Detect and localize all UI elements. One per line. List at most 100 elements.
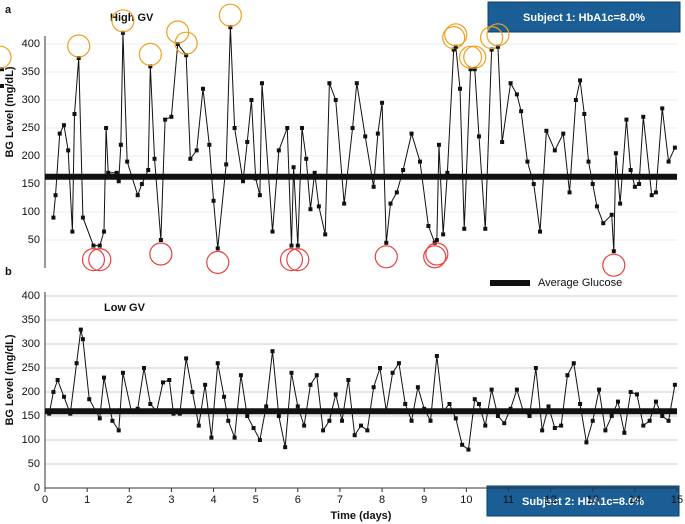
data-point	[422, 406, 427, 411]
x-tick-label: 6	[295, 494, 301, 506]
data-point	[489, 47, 494, 52]
data-point	[120, 30, 125, 35]
data-point	[158, 238, 163, 242]
data-point	[184, 53, 189, 58]
data-point	[371, 385, 376, 390]
panel-title: Low GV	[104, 302, 146, 314]
data-point	[616, 399, 621, 404]
data-point	[476, 402, 481, 406]
data-point	[472, 397, 477, 402]
data-point	[571, 361, 576, 366]
data-point	[401, 168, 406, 172]
data-point	[285, 126, 290, 130]
data-point	[196, 423, 201, 428]
data-point	[264, 404, 269, 409]
data-point	[177, 411, 182, 416]
data-point	[622, 430, 627, 435]
x-tick-label: 3	[168, 494, 174, 506]
data-point	[283, 445, 288, 450]
data-point	[445, 170, 450, 175]
data-point	[232, 126, 237, 130]
data-point	[91, 243, 96, 248]
data-point	[160, 380, 165, 385]
data-point	[660, 106, 665, 111]
data-point	[594, 204, 599, 209]
data-point	[228, 25, 233, 30]
data-point	[483, 226, 488, 231]
data-point	[584, 440, 589, 445]
data-point	[184, 356, 189, 361]
high-marker	[218, 3, 242, 27]
data-point	[415, 385, 420, 390]
y-tick-label: 0	[34, 482, 40, 494]
data-point	[578, 402, 583, 406]
data-point	[533, 366, 538, 370]
data-point	[171, 411, 176, 416]
data-point	[72, 112, 77, 116]
data-point	[139, 182, 144, 186]
high-marker	[486, 23, 510, 47]
data-point	[226, 418, 231, 423]
low-marker	[286, 248, 310, 272]
data-point	[53, 193, 58, 198]
data-point	[70, 229, 75, 234]
data-point	[453, 44, 458, 49]
data-point	[354, 81, 359, 86]
data-point	[129, 409, 134, 414]
data-point	[314, 373, 319, 378]
subject-box	[486, 485, 680, 517]
data-point	[628, 390, 633, 394]
data-point	[241, 179, 246, 184]
data-point	[175, 42, 180, 46]
data-point	[436, 142, 441, 147]
high-marker	[174, 31, 198, 55]
data-point	[327, 418, 332, 423]
data-point	[609, 212, 614, 217]
data-point	[209, 435, 214, 440]
low-marker	[423, 245, 447, 269]
data-point	[211, 198, 216, 203]
data-point	[167, 378, 172, 382]
data-point	[508, 406, 513, 411]
data-point	[148, 64, 153, 69]
data-point	[403, 402, 408, 406]
data-point	[78, 327, 83, 332]
y-tick-label: 350	[22, 66, 40, 78]
data-point	[0, 67, 4, 72]
y-tick-label: 300	[22, 338, 40, 350]
data-point	[289, 370, 294, 375]
data-point	[649, 193, 654, 198]
data-point	[245, 140, 250, 144]
data-point	[87, 397, 92, 402]
x-tick-label: 10	[460, 494, 472, 506]
data-point	[245, 414, 250, 418]
data-point	[495, 44, 500, 49]
data-point	[55, 378, 60, 382]
data-point	[154, 409, 159, 414]
x-tick-label: 5	[253, 494, 259, 506]
subject-label: Subject 2: HbA1c=8.0%	[522, 496, 644, 508]
data-point	[609, 414, 614, 418]
data-point	[552, 148, 557, 153]
x-tick-label: 13	[587, 494, 599, 506]
y-tick-label: 150	[22, 410, 40, 422]
y-tick-label: 50	[28, 458, 40, 470]
data-point	[578, 78, 583, 83]
data-point	[142, 366, 147, 370]
data-point	[672, 145, 677, 150]
data-point	[289, 243, 294, 248]
data-point	[590, 418, 595, 423]
data-point	[222, 394, 227, 399]
data-point	[525, 159, 530, 164]
data-point	[618, 201, 623, 206]
data-point	[333, 392, 338, 397]
data-point	[483, 423, 488, 428]
data-point	[582, 112, 587, 116]
data-point	[66, 148, 71, 153]
data-point	[613, 151, 618, 156]
data-point	[540, 428, 545, 433]
data-point	[340, 418, 345, 423]
low-marker	[81, 248, 106, 272]
data-point	[125, 159, 130, 164]
data-point	[495, 414, 500, 418]
